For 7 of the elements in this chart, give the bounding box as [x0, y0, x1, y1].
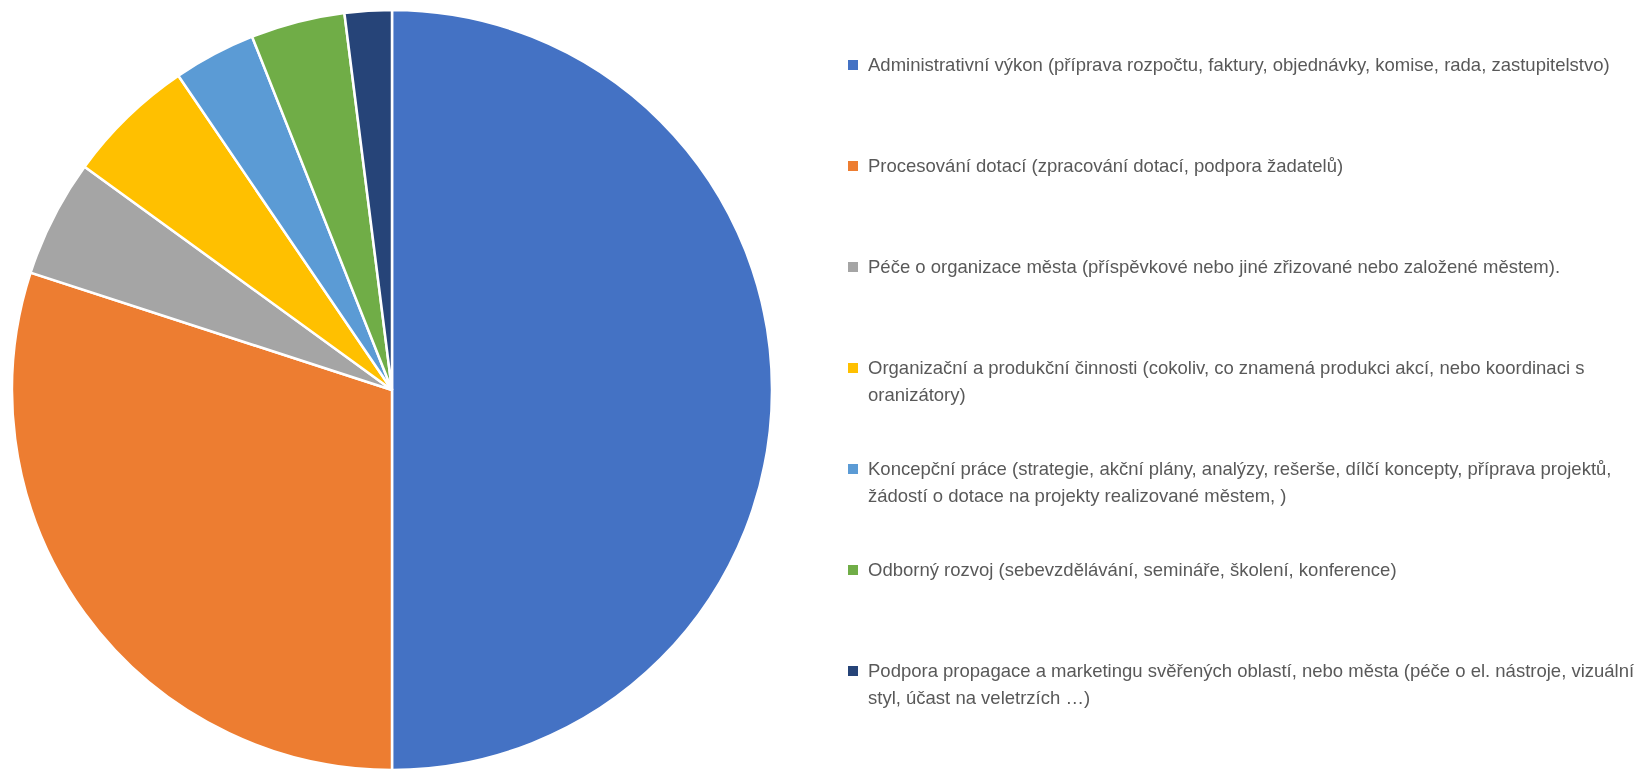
legend-label: Péče o organizace města (příspěvkové nebo jiné zřizované nebo založené městem).: [868, 255, 1561, 277]
legend-label: Procesování dotací (zpracování dotací, podpora žadatelů): [868, 154, 1344, 176]
legend-label: Odborný rozvoj (sebevzdělávání, semináře, školení, konference): [868, 558, 1397, 580]
legend-label: Administrativní výkon (příprava rozpočtu, faktury, objednávky, komise, rada, zastupitelstvo): [868, 53, 1610, 75]
legend-label: Podpora propagace a marketingu svěřených oblastí, nebo města (péče o el. nástroje, vizuální styl, účast na veletrzích …): [868, 659, 1635, 708]
legend-label: Koncepční práce (strategie, akční plány, analýzy, rešerše, dílčí koncepty, příprava projektů, žádostí o dotace na projekty realizované městem, ): [868, 457, 1612, 506]
legend-label: Organizační a produkční činnosti (cokoliv, co znamená produkci akcí, nebo koordinaci s oranizátory): [868, 356, 1585, 405]
